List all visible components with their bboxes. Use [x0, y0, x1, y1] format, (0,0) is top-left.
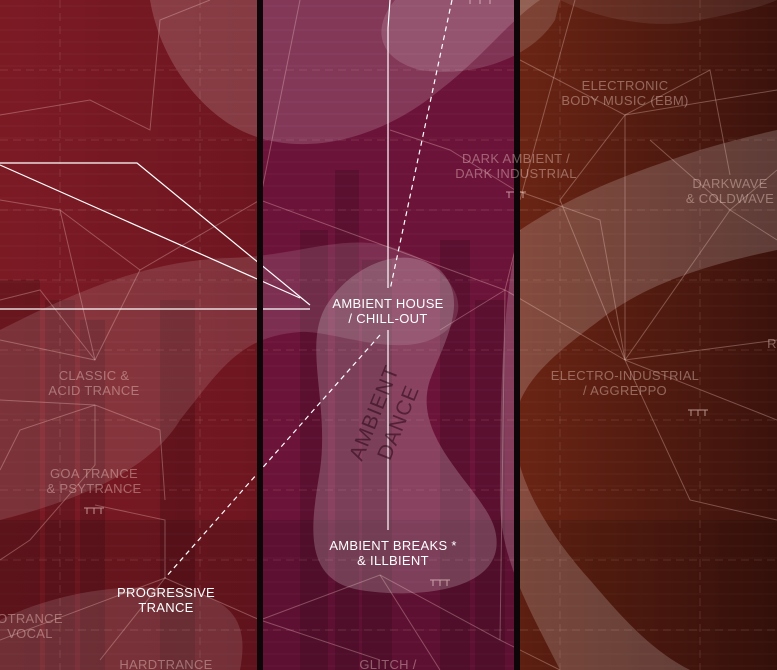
genre-node-glitch[interactable]: GLITCH /	[359, 657, 416, 670]
genre-label: R	[767, 336, 777, 351]
divider-left	[257, 0, 263, 670]
genre-label: CLASSIC &	[58, 368, 130, 383]
genre-label: DARK INDUSTRIAL	[455, 166, 577, 181]
genre-label: OTRANCE	[0, 611, 63, 626]
genre-label: HARDTRANCE	[119, 657, 213, 670]
genre-label: BODY MUSIC (EBM)	[561, 93, 689, 108]
genre-node-goa-trance[interactable]: GOA TRANCE & PSYTRANCE	[46, 466, 141, 496]
genre-label: AMBIENT HOUSE	[332, 296, 444, 311]
genre-node-progressive-trance[interactable]: PROGRESSIVE TRANCE	[117, 585, 215, 615]
genre-node-hardtrance[interactable]: HARDTRANCE	[119, 657, 212, 670]
genre-node-electro-industrial[interactable]: ELECTRO-INDUSTRIAL / AGGREPPO	[551, 368, 699, 398]
genre-label: ACID TRANCE	[48, 383, 140, 398]
genre-label: VOCAL	[7, 626, 53, 641]
dashed-connection-lines	[164, 0, 453, 579]
genre-label: DARK AMBIENT /	[462, 151, 570, 166]
city-silhouette	[0, 170, 777, 670]
genre-label: / CHILL-OUT	[348, 311, 428, 326]
genre-label: & COLDWAVE	[685, 191, 775, 206]
genre-label: AMBIENT BREAKS *	[329, 538, 457, 553]
genre-label: TRANCE	[138, 600, 194, 615]
genre-label: & ILLBIENT	[357, 553, 429, 568]
genre-node-ambient-house[interactable]: AMBIENT HOUSE / CHILL-OUT	[332, 296, 443, 326]
genre-label: & PSYTRANCE	[46, 481, 142, 496]
genre-node-darkwave[interactable]: DARKWAVE & COLDWAVE	[686, 176, 774, 206]
genre-node-classic-acid-trance[interactable]: CLASSIC & ACID TRANCE	[48, 368, 139, 398]
genre-label: GLITCH /	[359, 657, 417, 670]
genre-node-vocal-trance[interactable]: OTRANCE VOCAL	[0, 611, 63, 641]
genre-node-ebm[interactable]: ELECTRONIC BODY MUSIC (EBM)	[561, 78, 688, 108]
genre-label: PROGRESSIVE	[117, 585, 215, 600]
divider-right	[514, 0, 520, 670]
genre-label: GOA TRANCE	[49, 466, 139, 481]
genre-label: / AGGREPPO	[583, 383, 667, 398]
genre-label: ELECTRO-INDUSTRIAL	[550, 368, 700, 383]
genre-label: DARKWAVE	[692, 176, 768, 191]
genre-label: ELECTRONIC	[581, 78, 669, 93]
genre-node-ambient-breaks[interactable]: AMBIENT BREAKS * & ILLBIENT	[329, 538, 456, 568]
genre-node-dark-ambient[interactable]: DARK AMBIENT / DARK INDUSTRIAL	[455, 151, 577, 181]
genre-node-edge[interactable]: R	[767, 336, 777, 351]
